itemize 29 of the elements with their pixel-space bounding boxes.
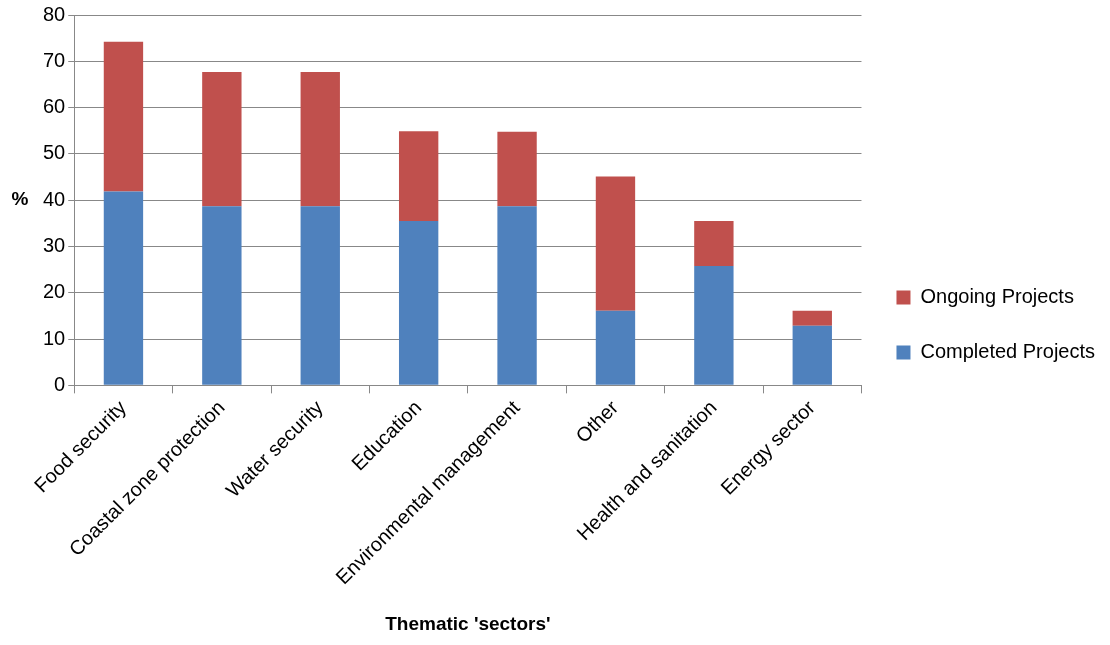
- y-tick-label: 0: [54, 372, 66, 395]
- bar: [694, 221, 734, 266]
- bar: [398, 221, 439, 385]
- bar: [202, 206, 242, 385]
- bar: [497, 131, 537, 207]
- bar: [595, 176, 636, 311]
- bar: [202, 71, 242, 207]
- legend-label: Completed Projects: [920, 340, 1096, 363]
- bar: [103, 41, 144, 192]
- bar: [398, 131, 439, 222]
- y-tick-label: 50: [43, 141, 66, 164]
- bar: [103, 191, 144, 385]
- legend-label: Ongoing Projects: [920, 285, 1074, 308]
- y-tick-label: 60: [43, 95, 66, 118]
- y-tick-label: 20: [43, 280, 66, 303]
- bar: [497, 206, 537, 385]
- bar: [300, 206, 340, 385]
- y-tick-label: 80: [43, 2, 66, 25]
- y-tick-label: 40: [43, 187, 66, 210]
- x-axis-title: Thematic 'sectors': [385, 612, 551, 634]
- y-tick-label: 70: [43, 48, 66, 71]
- bar: [595, 310, 636, 385]
- bar: [694, 265, 734, 385]
- y-axis-title: %: [11, 188, 29, 210]
- y-tick-label: 10: [43, 326, 66, 349]
- bar: [792, 325, 832, 385]
- bar: [792, 310, 832, 326]
- bar: [300, 71, 340, 207]
- y-tick-label: 30: [43, 233, 66, 256]
